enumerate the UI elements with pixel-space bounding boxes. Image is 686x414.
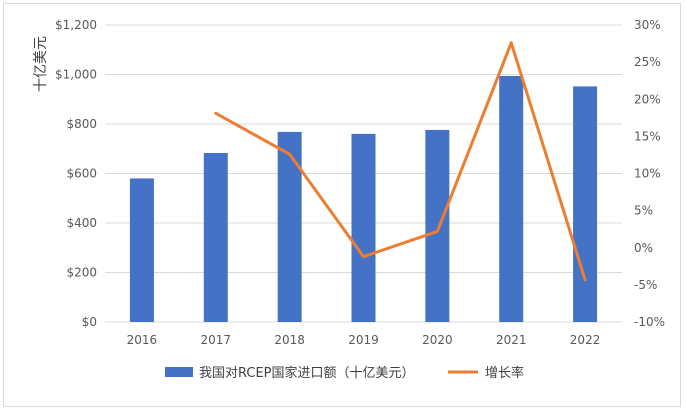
left-axis-ticks: $0 $200 $400 $600 $800 $1,000 $1,200 xyxy=(55,18,97,329)
y-tick-label: $800 xyxy=(66,117,97,131)
right-axis-ticks: -10% -5% 0% 5% 10% 15% 20% 25% 30% xyxy=(634,18,665,329)
bar xyxy=(573,86,598,322)
y2-tick-label: 20% xyxy=(634,92,661,106)
y2-tick-label: 15% xyxy=(634,129,661,143)
y-tick-label: $1,200 xyxy=(55,18,97,32)
y2-tick-label: -5% xyxy=(634,278,657,292)
y-tick-label: $1,000 xyxy=(55,68,97,82)
x-tick-label: 2021 xyxy=(496,333,527,347)
y2-tick-label: 25% xyxy=(634,55,661,69)
bar-series xyxy=(129,75,598,322)
y2-tick-label: 10% xyxy=(634,167,661,181)
y-tick-label: $600 xyxy=(66,167,97,181)
growth-line xyxy=(214,41,587,282)
bar xyxy=(499,75,524,322)
bar xyxy=(203,152,228,322)
y2-tick-label: 30% xyxy=(634,18,661,32)
legend: 我国对RCEP国家进口额（十亿美元） 增长率 xyxy=(165,365,524,381)
legend-label-bar: 我国对RCEP国家进口额（十亿美元） xyxy=(199,365,415,381)
bar xyxy=(129,178,154,322)
y-tick-label: $200 xyxy=(66,266,97,280)
x-tick-label: 2018 xyxy=(274,333,305,347)
y2-tick-label: -10% xyxy=(634,315,665,329)
line-series xyxy=(214,41,587,282)
bar xyxy=(351,133,376,322)
y-tick-label: $0 xyxy=(82,315,97,329)
x-tick-label: 2022 xyxy=(570,333,601,347)
legend-swatch-bar xyxy=(165,367,193,377)
x-tick-label: 2020 xyxy=(422,333,453,347)
x-tick-label: 2017 xyxy=(201,333,232,347)
y-axis-label: 十亿美元 xyxy=(33,36,49,92)
bar xyxy=(277,131,302,322)
y2-tick-label: 0% xyxy=(634,241,653,255)
x-tick-label: 2019 xyxy=(348,333,379,347)
gridlines xyxy=(105,24,622,323)
legend-label-line: 增长率 xyxy=(485,365,524,381)
x-tick-label: 2016 xyxy=(127,333,158,347)
y2-tick-label: 5% xyxy=(634,204,653,218)
chart-frame xyxy=(3,3,681,407)
y-tick-label: $400 xyxy=(66,216,97,230)
bar xyxy=(425,129,450,322)
x-axis-ticks: 2016 2017 2018 2019 2020 2021 2022 xyxy=(127,333,601,347)
